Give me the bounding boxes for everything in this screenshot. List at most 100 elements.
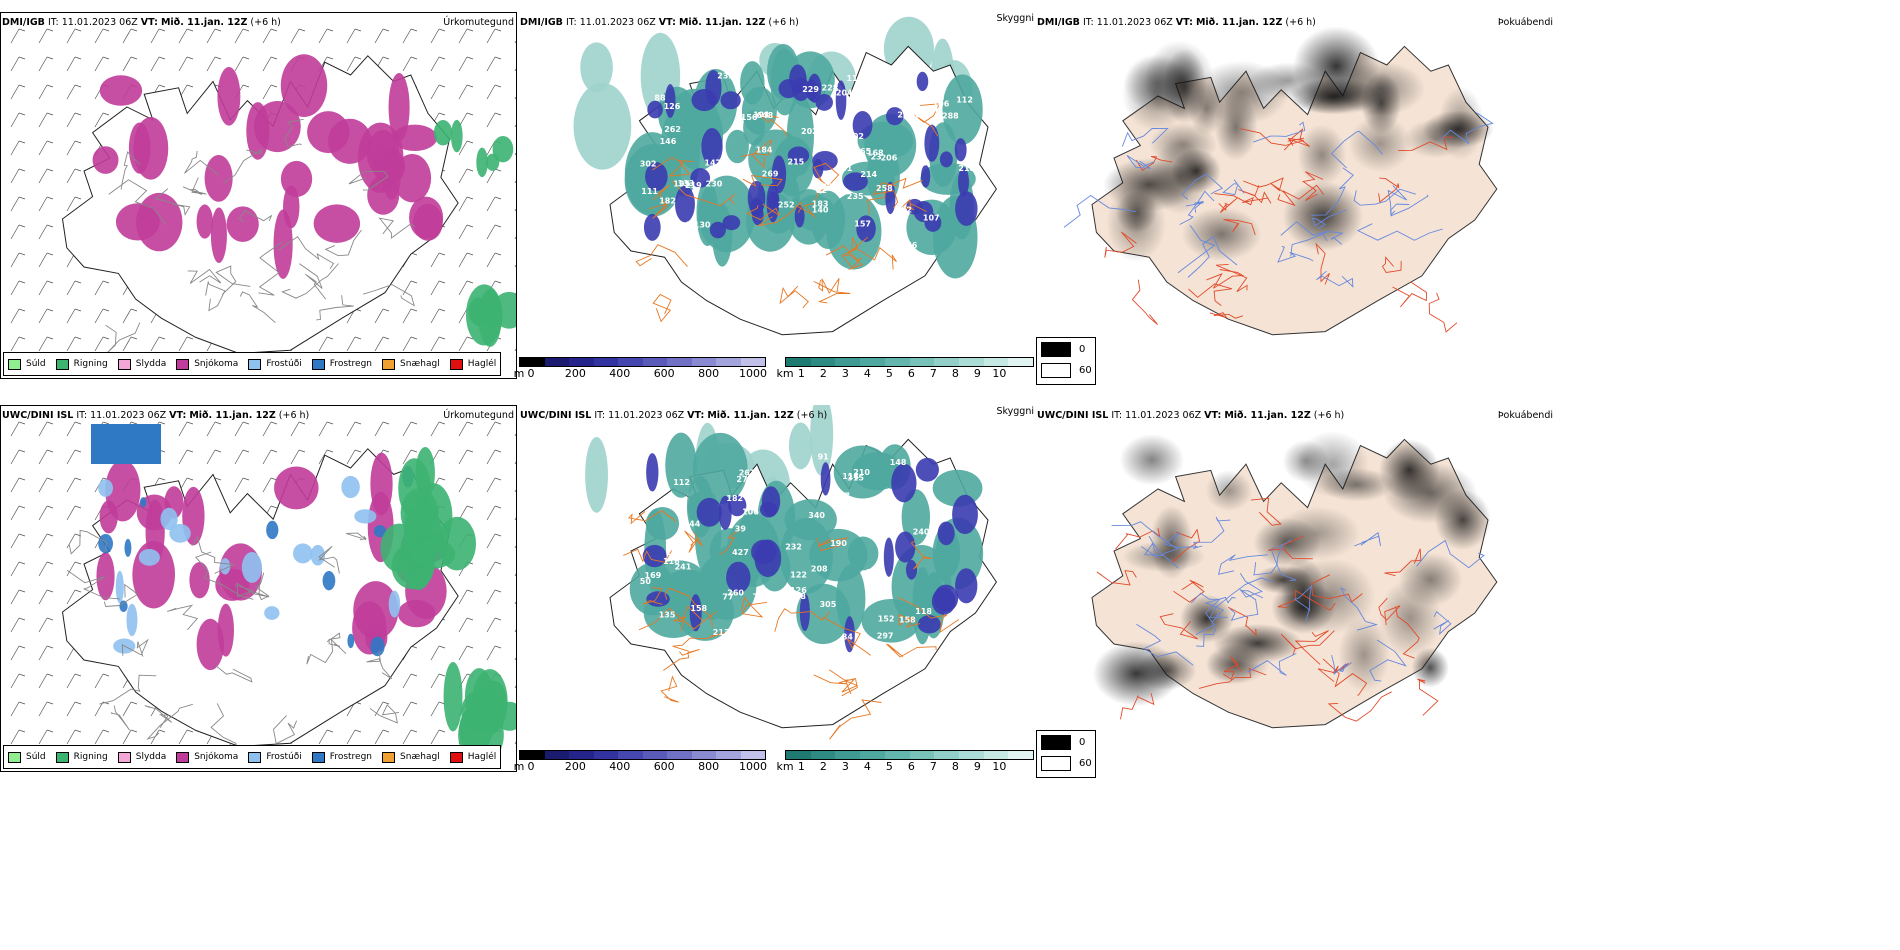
vt-label: VT:: [140, 17, 158, 28]
fog-value: 60: [1079, 758, 1092, 769]
vt-label: VT:: [658, 17, 676, 28]
legend-label: Rigning: [73, 359, 108, 369]
header-top: DMI/IGB IT: 11.01.2023 06Z VT: Mið. 11.j…: [2, 17, 281, 28]
ceiling-label: 427: [732, 548, 749, 557]
legend-label: Frostúði: [266, 752, 302, 762]
ceiling-label: 208: [811, 564, 828, 573]
ceiling-label: 419: [672, 553, 689, 562]
ceiling-label: 235: [847, 192, 864, 201]
ceiling-label: 207: [833, 491, 850, 500]
legend-label: Haglél: [467, 752, 497, 762]
ceiling-label: 133: [678, 179, 695, 188]
legend-label: Súld: [26, 359, 46, 369]
colorbar-tick: 6: [907, 367, 915, 380]
valid-time: Mið. 11.jan. 12Z: [1195, 17, 1283, 28]
colorbar-tick: 8: [951, 760, 959, 773]
ceiling-label: 218: [958, 164, 975, 173]
legend-item: Haglél: [449, 358, 496, 370]
ceiling-label: 648: [757, 111, 774, 120]
fog-legend-top: 0 60: [1036, 337, 1096, 385]
init-time: 11.01.2023 06Z: [1125, 410, 1202, 421]
ceiling-label: 297: [877, 632, 894, 641]
ceiling-label: 392: [895, 205, 912, 214]
init-time: 11.01.2023 06Z: [61, 17, 138, 28]
ceiling-label: 202: [801, 127, 818, 136]
ceiling-label: 116: [663, 557, 680, 566]
legend-item: Rigning: [55, 751, 108, 763]
legend-swatch: [55, 751, 69, 763]
colorbar-tick: 6: [907, 760, 915, 773]
legend-item: Slydda: [117, 358, 166, 370]
it-label: IT:: [594, 410, 606, 421]
legend-swatch: [8, 751, 21, 763]
lead-time: (+6 h): [768, 17, 799, 28]
legend-item: Frostregn: [311, 751, 372, 763]
ceiling-label: 82: [816, 186, 827, 195]
legend-item: Snæhagl: [382, 751, 440, 763]
ceiling-label: 261: [739, 468, 756, 477]
fog-swatch: [1041, 735, 1071, 750]
ceiling-label: 262: [664, 125, 681, 134]
ceiling-label: 106: [933, 100, 950, 109]
fog-swatch: [1041, 756, 1071, 771]
ceiling-label: 210: [853, 468, 870, 477]
header-vis-bottom: UWC/DINI ISL IT: 11.01.2023 06Z VT: Mið.…: [520, 410, 827, 421]
vt-label: VT:: [1204, 410, 1222, 421]
legend-label: Snæhagl: [400, 359, 440, 369]
ceiling-label: 219: [685, 181, 702, 190]
ceiling-label: 190: [830, 539, 847, 548]
valid-time: Mið. 11.jan. 12Z: [707, 410, 794, 421]
fog-value: 60: [1079, 365, 1092, 376]
fog-panel-bottom: [1035, 405, 1555, 772]
legend-label: Snæhagl: [400, 752, 440, 762]
it-label: IT:: [565, 17, 577, 28]
ceiling-label: 315: [847, 474, 864, 483]
fog-map-top: [1063, 26, 1498, 336]
valid-time: Mið. 11.jan. 12Z: [189, 410, 276, 421]
legend-item: Slydda: [117, 751, 166, 763]
legend-swatch: [248, 358, 262, 370]
legend-swatch: [449, 358, 463, 370]
lead-time: (+6 h): [250, 17, 281, 28]
visibility-map-top: 302 152 144 235 392 126 130 82 114 146 107 88 156 112…: [573, 16, 998, 336]
ceiling-label: 148: [966, 620, 983, 629]
colorbar-unit: m: [513, 367, 525, 380]
init-time: 11.01.2023 06Z: [90, 410, 167, 421]
ceiling-label: 122: [790, 571, 807, 580]
legend-swatch: [117, 358, 131, 370]
ceiling-label: 158: [690, 604, 707, 613]
legend-swatch: [176, 751, 190, 763]
colorbar-tick: 3: [841, 760, 849, 773]
legend-label: Frostregn: [329, 359, 373, 369]
colorbar-tick: 600: [653, 760, 675, 773]
ceiling-label: 202: [847, 132, 864, 141]
ceiling-label: 222: [897, 110, 914, 119]
colorbar-tick: 1: [797, 760, 805, 773]
legend-swatch: [311, 358, 325, 370]
legend-item: Snjókoma: [176, 751, 238, 763]
ceiling-label: 241: [675, 563, 692, 572]
ceiling-label: 228: [822, 84, 839, 93]
ceiling-label: 182: [659, 196, 676, 205]
colorbar-tick: 4: [863, 760, 871, 773]
ceiling-label: 260: [727, 589, 744, 598]
ceiling-label: 169: [645, 571, 662, 580]
legend-label: Frostúði: [266, 359, 302, 369]
visibility-title-bottom: Skyggni: [996, 406, 1034, 417]
ceiling-label: 183: [812, 200, 829, 209]
legend-item: Haglél: [449, 751, 497, 763]
legend-swatch: [449, 751, 463, 763]
ceiling-label: 209: [662, 216, 679, 225]
ceiling-label: 191: [753, 111, 770, 120]
ceiling-label: 291: [667, 538, 684, 547]
legend-swatch: [248, 751, 262, 763]
ceiling-label: 233: [717, 71, 734, 80]
ceiling-label: 144: [679, 220, 696, 229]
fog-legend-bottom: 0 60: [1036, 730, 1096, 778]
ceiling-label: 77: [722, 593, 733, 602]
init-time: 11.01.2023 06Z: [579, 17, 656, 28]
legend-swatch: [382, 358, 396, 370]
ceiling-label: 240: [913, 527, 930, 536]
vt-label: VT:: [169, 410, 187, 421]
ceiling-label: 293: [928, 94, 945, 103]
